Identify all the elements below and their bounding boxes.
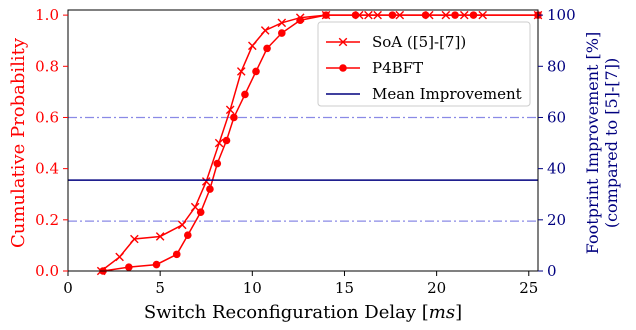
y-left-tick-label: 0.6: [35, 108, 59, 126]
soa-point: [260, 26, 270, 35]
y-left-tick-label: 1.0: [35, 6, 59, 24]
legend-item: Mean Improvement: [326, 85, 522, 103]
x-axis-label: Switch Reconfiguration Delay [ms]: [144, 302, 462, 323]
x-tick-label: 25: [519, 279, 538, 297]
p4bft-point: [241, 90, 249, 99]
legend-label: P4BFT: [372, 59, 423, 77]
legend-items: SoA ([5]-[7]) P4BFT Mean Improvement: [326, 33, 522, 103]
p4bft-point: [230, 113, 238, 122]
p4bft-point: [213, 159, 222, 168]
y-right-tick-label: 60: [547, 108, 566, 126]
p4bft-point: [196, 208, 205, 216]
legend-label: Mean Improvement: [372, 85, 522, 103]
x-tick-label: 15: [335, 279, 354, 297]
soa-point: [190, 202, 200, 212]
soa-point: [130, 234, 139, 244]
p4bft-point: [351, 11, 360, 19]
ticks-layer: 0 5 10 15 20 25 0.0 0.2 0.4 0.6 0.8 1.0 0 20 40 60 80 100: [35, 6, 576, 297]
p4bft-point: [125, 263, 133, 271]
p4bft-point: [451, 11, 459, 19]
p4bft-point: [296, 16, 305, 25]
soa-point: [177, 220, 187, 230]
p4bft-point: [322, 11, 330, 19]
reference-lines-layer: [68, 116, 538, 222]
y-left-tick-label: 0.4: [35, 160, 59, 178]
series-line-1: [102, 14, 538, 272]
legend-label: SoA ([5]-[7]): [372, 33, 466, 51]
soa-point: [277, 18, 287, 28]
x-tick-label: 10: [243, 279, 262, 297]
soa-point: [201, 177, 211, 186]
p4bft-point: [252, 67, 260, 76]
plot-frame: [67, 9, 539, 272]
y-left-tick-label: 0.0: [35, 262, 59, 280]
soa-point: [225, 105, 235, 115]
p4bft-point: [152, 260, 161, 269]
x-tick-label: 20: [427, 279, 446, 297]
y-axis-label-right-line2: (compared to [5]-[7]): [602, 58, 621, 228]
x-tick-label: 5: [155, 279, 165, 297]
legend-item: P4BFT: [326, 59, 423, 77]
legend-item: SoA ([5]-[7]): [326, 33, 466, 51]
y-right-tick-label: 80: [547, 57, 566, 75]
p4bft-point: [206, 185, 214, 193]
series-layer: [68, 10, 543, 276]
y-right-tick-label: 100: [547, 6, 576, 24]
y-axis-label-right-line1: Footprint Improvement [%]: [583, 32, 602, 254]
p4bft-point: [184, 231, 192, 239]
soa-point: [236, 67, 246, 76]
y-right-tick-label: 0: [547, 262, 557, 280]
soa-point: [155, 232, 165, 241]
p4bft-point: [388, 11, 397, 19]
soa-point: [248, 41, 257, 51]
x-tick-label: 0: [63, 279, 73, 297]
y-axis-label-left: Cumulative Probability: [8, 37, 29, 248]
y-right-tick-label: 20: [547, 211, 566, 229]
p4bft-point: [263, 44, 271, 53]
p4bft-point: [172, 250, 181, 259]
p4bft-point: [421, 11, 430, 19]
p4bft-point: [278, 29, 286, 37]
soa-point: [214, 138, 224, 148]
legend-box: [317, 21, 531, 107]
y-left-tick-label: 0.2: [35, 211, 59, 229]
y-left-tick-label: 0.8: [35, 57, 59, 75]
y-right-tick-label: 40: [547, 160, 566, 178]
legend: SoA ([5]-[7]) P4BFT Mean Improvement: [317, 21, 531, 107]
p4bft-point: [469, 11, 478, 19]
soa-point: [115, 252, 124, 262]
p4bft-point: [222, 136, 231, 145]
